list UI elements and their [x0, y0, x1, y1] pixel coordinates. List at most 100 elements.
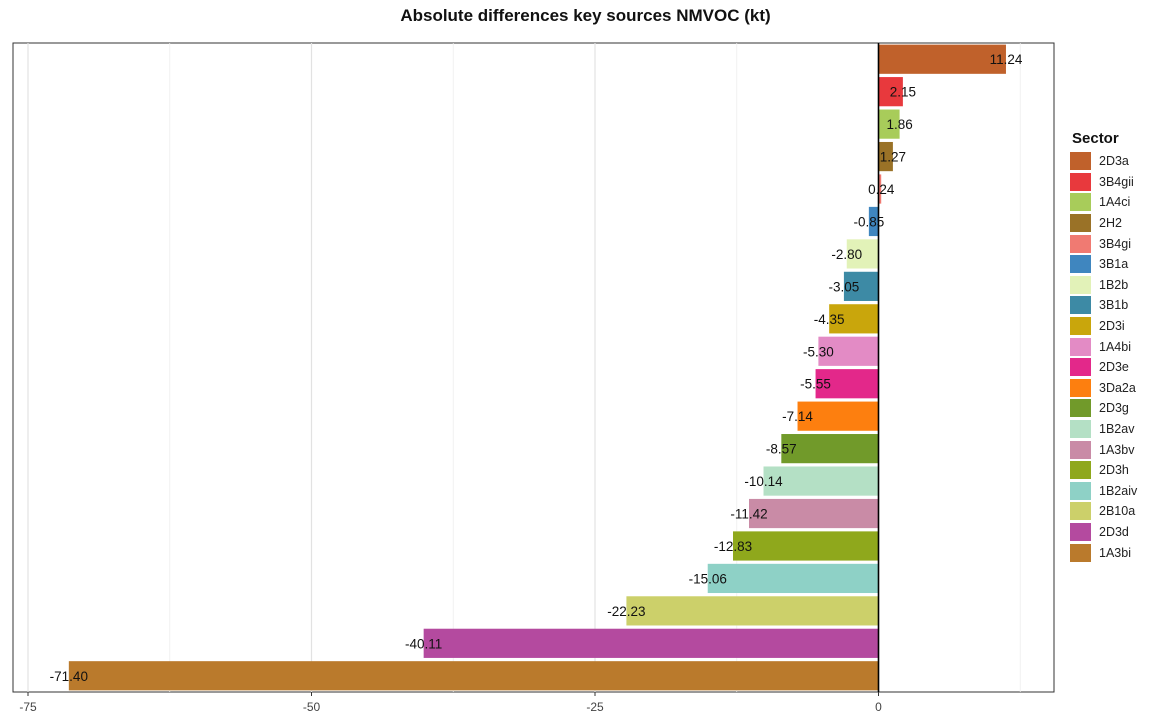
data-label-2D3g: -8.57: [766, 442, 797, 457]
legend-item-1A4bi: 1A4bi: [1070, 336, 1137, 357]
legend-item-1B2b: 1B2b: [1070, 275, 1137, 296]
x-tick-label: -25: [586, 700, 604, 714]
legend-items: 2D3a 3B4gii 1A4ci 2H2 3B4gi 3B1a 1B2b 3B1b 2D3i 1…: [1070, 151, 1137, 563]
bar-2H2: [878, 141, 893, 172]
legend-item-2B10a: 2B10a: [1070, 501, 1137, 522]
data-label-2D3e: -5.55: [800, 377, 831, 392]
legend-item-3B1b: 3B1b: [1070, 295, 1137, 316]
legend-label: 2D3i: [1099, 319, 1125, 334]
legend-item-2H2: 2H2: [1070, 213, 1137, 234]
legend-label: 1B2b: [1099, 277, 1129, 292]
legend-item-2D3e: 2D3e: [1070, 357, 1137, 378]
bar-2D3a: [878, 44, 1006, 74]
legend-label: 1A4ci: [1099, 195, 1131, 210]
legend-swatch: [1070, 522, 1091, 541]
bar-2D3g: [781, 434, 879, 464]
legend-label: 2H2: [1099, 216, 1122, 231]
bar-1A3bv: [748, 498, 879, 529]
legend-swatch: [1070, 420, 1091, 439]
bar-3B1b: [843, 271, 879, 301]
legend-label: 3B4gii: [1099, 174, 1134, 189]
data-label-2H2: 1.27: [880, 150, 906, 165]
legend-swatch: [1070, 296, 1091, 315]
data-label-3B4gi: 0.24: [868, 182, 895, 197]
legend-item-1A3bi: 1A3bi: [1070, 542, 1137, 563]
x-tick-label: -75: [19, 700, 37, 714]
legend-swatch: [1070, 317, 1091, 336]
bar-3Da2a: [797, 401, 879, 431]
data-label-1B2b: -2.80: [831, 247, 862, 262]
bar-3B4gi: [878, 174, 882, 204]
legend-item-2D3h: 2D3h: [1070, 460, 1137, 481]
legend-swatch: [1070, 378, 1091, 397]
legend-label: 1B2av: [1099, 422, 1135, 437]
legend-label: 2D3a: [1099, 154, 1129, 169]
legend-item-2D3g: 2D3g: [1070, 398, 1137, 419]
legend-label: 1A3bv: [1099, 442, 1135, 457]
legend-item-3B1a: 3B1a: [1070, 254, 1137, 275]
data-label-3B1b: -3.05: [829, 279, 860, 294]
bar-chart: 11.24 2.15 1.86 1.27 0.24 -0.85 -2.80 -3.05 -4.3…: [12, 42, 1055, 714]
legend-swatch: [1070, 399, 1091, 418]
legend-swatch: [1070, 214, 1091, 233]
legend-item-1B2aiv: 1B2aiv: [1070, 481, 1137, 502]
legend-swatch: [1070, 172, 1091, 191]
x-tick-label: -50: [303, 700, 321, 714]
legend-title: Sector: [1072, 130, 1119, 147]
data-label-2D3h: -12.83: [714, 539, 752, 554]
legend-item-3B4gii: 3B4gii: [1070, 172, 1137, 193]
legend-swatch: [1070, 234, 1091, 253]
legend-swatch: [1070, 255, 1091, 274]
legend-item-2D3d: 2D3d: [1070, 522, 1137, 543]
data-label-1A3bi: -71.40: [50, 669, 88, 684]
legend-label: 2D3g: [1099, 401, 1129, 416]
legend-item-1A4ci: 1A4ci: [1070, 192, 1137, 213]
legend-swatch: [1070, 502, 1091, 521]
data-label-1A4bi: -5.30: [803, 344, 834, 359]
legend-label: 2D3e: [1099, 360, 1129, 375]
data-label-2D3a: 11.24: [990, 52, 1023, 67]
data-label-1B2aiv: -15.06: [689, 571, 727, 586]
data-label-3Da2a: -7.14: [782, 409, 813, 424]
bar-1A4bi: [818, 336, 879, 366]
legend-swatch: [1070, 152, 1091, 171]
plot-panel: [12, 42, 1055, 693]
data-label-3B1a: -0.85: [853, 214, 884, 229]
bar-2D3i: [829, 304, 879, 334]
data-label-1A3bv: -11.42: [730, 507, 767, 522]
legend-item-2D3i: 2D3i: [1070, 316, 1137, 337]
legend-item-3B4gi: 3B4gi: [1070, 233, 1137, 254]
legend-swatch: [1070, 461, 1091, 480]
legend-label: 3Da2a: [1099, 380, 1136, 395]
legend-item-3Da2a: 3Da2a: [1070, 378, 1137, 399]
data-label-2D3i: -4.35: [814, 312, 845, 327]
legend-swatch: [1070, 275, 1091, 294]
data-label-2B10a: -22.23: [607, 604, 645, 619]
legend-item-1A3bv: 1A3bv: [1070, 439, 1137, 460]
bar-2D3e: [815, 369, 879, 399]
legend-label: 3B1b: [1099, 298, 1129, 313]
data-label-1B2av: -10.14: [744, 474, 783, 489]
legend: Sector 2D3a 3B4gii 1A4ci 2H2 3B4gi 3B1a 1B2b 3B…: [1070, 130, 1137, 563]
bar-1B2b: [846, 239, 879, 269]
bar-2D3h: [733, 531, 879, 561]
bar-1A3bi: [68, 661, 879, 691]
legend-swatch: [1070, 193, 1091, 212]
legend-swatch: [1070, 358, 1091, 377]
legend-swatch: [1070, 440, 1091, 459]
chart-title: Absolute differences key sources NMVOC (…: [400, 6, 771, 25]
legend-label: 2B10a: [1099, 504, 1136, 519]
bar-1B2aiv: [707, 563, 879, 594]
bar-1B2av: [763, 466, 879, 496]
legend-item-1B2av: 1B2av: [1070, 419, 1137, 440]
legend-label: 1B2aiv: [1099, 483, 1138, 498]
legend-item-2D3a: 2D3a: [1070, 151, 1137, 172]
legend-label: 3B4gi: [1099, 236, 1131, 251]
bar-3B1a: [868, 206, 879, 237]
legend-label: 2D3h: [1099, 463, 1129, 478]
legend-swatch: [1070, 481, 1091, 500]
bar-2B10a: [626, 596, 879, 626]
legend-label: 1A4bi: [1099, 339, 1131, 354]
legend-swatch: [1070, 337, 1091, 356]
bar-3B4gii: [878, 77, 903, 107]
